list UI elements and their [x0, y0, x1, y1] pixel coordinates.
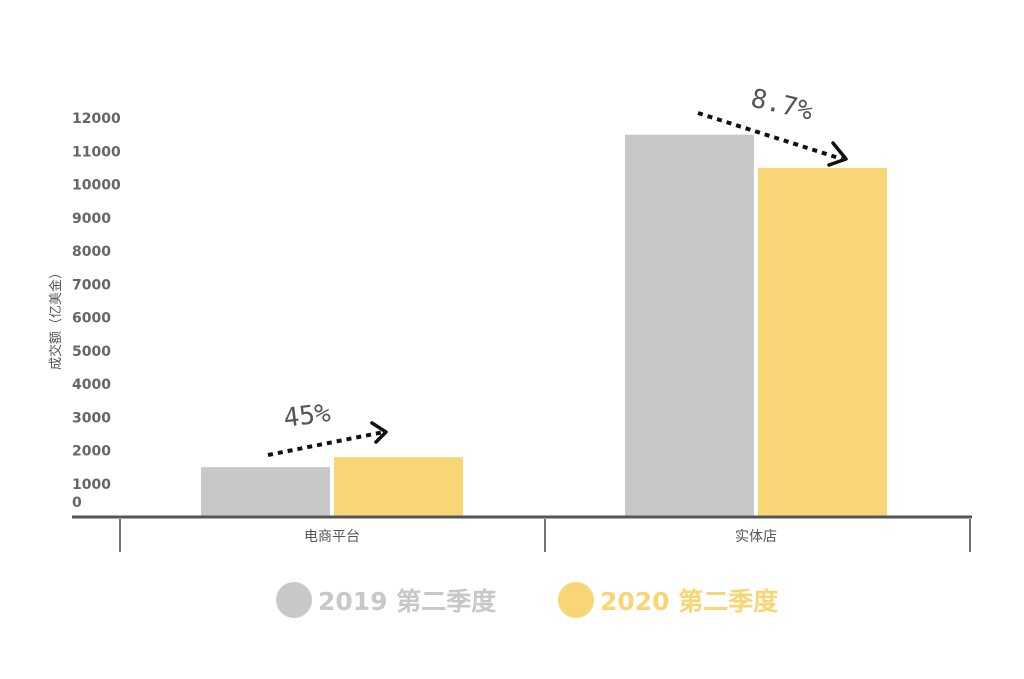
annotation-label: 45%	[282, 398, 333, 434]
bars	[201, 134, 887, 517]
y-tick-label: 12000	[72, 111, 121, 127]
y-tick-label: 3000	[72, 410, 111, 426]
legend-swatch-2020	[558, 582, 594, 618]
y-tick-label: 2000	[72, 444, 111, 460]
bar-2019-0	[201, 467, 330, 517]
y-tick-label: 8000	[72, 244, 111, 260]
legend-label-2019: 2019 第二季度	[318, 587, 497, 616]
legend-swatch-2019	[276, 582, 312, 618]
y-tick-label: 10000	[72, 178, 121, 194]
annotation-label: 8.7%	[748, 84, 816, 127]
legend: 2019 第二季度 2020 第二季度	[270, 578, 830, 622]
y-tick-label: 6000	[72, 311, 111, 327]
legend-label-2020: 2020 第二季度	[600, 587, 779, 616]
y-tick-label: 4000	[72, 377, 111, 393]
y-axis-label: 成交额（亿美金）	[48, 266, 64, 370]
trend-arrow-head	[370, 421, 388, 444]
trend-arrow-line	[267, 430, 385, 457]
bar-2020-0	[334, 457, 463, 517]
x-tick-label: 电商平台	[304, 529, 360, 545]
x-tick-label: 实体店	[735, 529, 777, 545]
trend-arrow-head	[827, 141, 848, 167]
y-tick-label: 0	[72, 495, 82, 511]
y-tick-label: 7000	[72, 277, 111, 293]
legend-item-2020: 2020 第二季度	[558, 578, 778, 622]
x-axis-labels: 电商平台 实体店	[304, 529, 777, 545]
y-tick-label: 5000	[72, 344, 111, 360]
y-tick-label: 1000	[72, 477, 111, 493]
bar-2019-1	[625, 134, 754, 517]
legend-item-2019: 2019 第二季度	[276, 578, 496, 622]
y-tick-label: 11000	[72, 144, 121, 160]
y-axis-ticks: 0 1000 2000 3000 4000 5000 6000 7000 8000 9000 100…	[72, 111, 121, 511]
bar-2020-1	[758, 167, 887, 517]
y-tick-label: 9000	[72, 211, 111, 227]
